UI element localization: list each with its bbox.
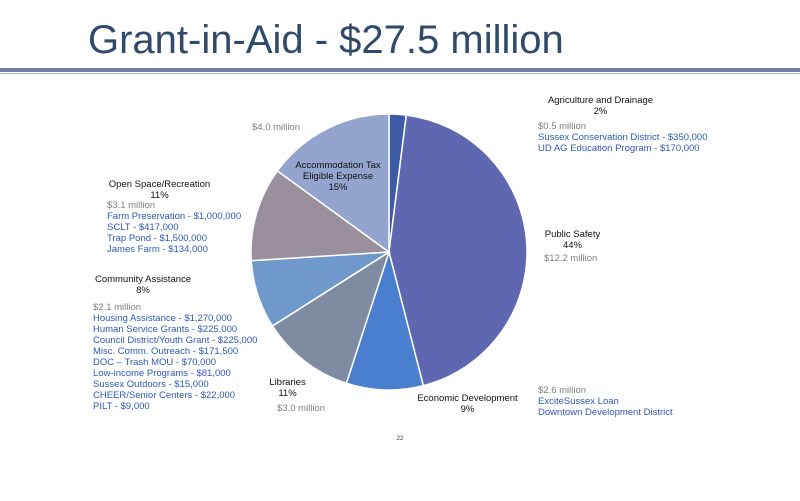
label-libraries: Libraries 11% [260, 377, 315, 399]
open-space-name: Open Space/Recreation [108, 179, 211, 190]
pie-slice-public-safety [388, 114, 528, 387]
pie-slice-accommodation-tax-eligible-expense [276, 113, 390, 254]
agriculture-name: Agriculture and Drainage [547, 95, 654, 106]
econ-dev-detail: Downtown Development District [538, 407, 673, 418]
open-space-detail: James Farm - $134,000 [107, 244, 208, 255]
community-detail: Human Service Grants - $225,000 [93, 324, 238, 335]
community-detail: PILT - $9,000 [93, 401, 150, 412]
details-economic-development: $2.6 million ExciteSussex Loan Downtown … [538, 385, 673, 418]
libraries-amount: $3.0 million [277, 403, 326, 414]
community-detail: Misc. Comm. Outreach - $171,500 [93, 346, 239, 357]
community-name: Community Assistance [94, 274, 192, 285]
econ-dev-name: Economic Development [417, 393, 518, 404]
details-community-assistance: $2.1 million Housing Assistance - $1,270… [93, 302, 257, 412]
community-detail: Low-income Programs - $81,000 [93, 368, 231, 379]
details-agriculture: $0.5 million Sussex Conservation Distric… [538, 121, 708, 154]
label-community-assistance: Community Assistance 8% [88, 274, 198, 296]
agriculture-detail: Sussex Conservation District - $350,000 [538, 132, 708, 143]
open-space-detail: SCLT - $417,000 [107, 222, 179, 233]
econ-dev-detail: ExciteSussex Loan [538, 396, 619, 407]
pie-slice-libraries [271, 250, 391, 385]
econ-dev-amount: $2.6 million [538, 385, 587, 396]
public-safety-percent: 44% [562, 240, 582, 251]
community-detail: Council District/Youth Grant - $225,000 [93, 335, 258, 346]
community-detail: Housing Assistance - $1,270,000 [93, 313, 232, 324]
community-detail: Sussex Outdoors - $15,000 [93, 379, 209, 390]
title-divider [0, 68, 800, 72]
libraries-percent: 11% [278, 388, 297, 399]
accommodation-amount: $4.0 million [252, 122, 301, 133]
accommodation-name-line2: Eligible Expense [302, 171, 374, 182]
title-divider-thin [0, 73, 800, 74]
econ-dev-percent: 9% [460, 404, 475, 415]
label-agriculture: Agriculture and Drainage 2% [528, 95, 673, 117]
details-open-space: $3.1 million Farm Preservation - $1,000,… [107, 200, 241, 255]
label-economic-development: Economic Development 9% [410, 393, 525, 415]
page-number: 22 [396, 436, 404, 442]
accommodation-percent: 15% [328, 182, 348, 193]
label-open-space: Open Space/Recreation 11% [102, 179, 217, 201]
public-safety-amount: $12.2 million [544, 253, 598, 264]
label-public-safety: Public Safety 44% [535, 229, 610, 251]
agriculture-detail: UD AG Education Program - $170,000 [538, 143, 700, 154]
open-space-detail: Farm Preservation - $1,000,000 [107, 211, 242, 222]
community-detail: DOC – Trash MOU - $70,000 [93, 357, 217, 368]
pie-slice-open-space-recreation [250, 169, 392, 262]
community-percent: 8% [136, 285, 150, 296]
agriculture-percent: 2% [593, 106, 608, 117]
label-accommodation-tax: Accommodation Tax Eligible Expense 15% [288, 160, 388, 193]
community-detail: CHEER/Senior Centers - $22,000 [93, 390, 236, 401]
open-space-amount: $3.1 million [107, 200, 156, 211]
page-title: Grant-in-Aid - $27.5 million [88, 18, 564, 62]
libraries-name: Libraries [269, 377, 306, 388]
agriculture-amount: $0.5 million [538, 121, 587, 132]
open-space-percent: 11% [150, 190, 169, 201]
accommodation-name-line1: Accommodation Tax [295, 160, 381, 171]
open-space-detail: Trap Pond - $1,500,000 [107, 233, 207, 244]
public-safety-name: Public Safety [544, 229, 601, 240]
community-amount: $2.1 million [93, 302, 142, 313]
